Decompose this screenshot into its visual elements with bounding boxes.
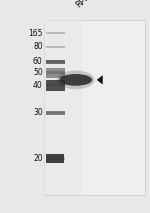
Bar	[46, 112, 65, 114]
Bar	[46, 84, 65, 86]
Bar	[46, 68, 65, 78]
Text: 40: 40	[33, 81, 43, 90]
Polygon shape	[97, 75, 103, 85]
Ellipse shape	[57, 71, 95, 89]
Bar	[46, 154, 64, 163]
Bar	[46, 46, 65, 48]
Bar	[46, 60, 65, 64]
Bar	[46, 71, 65, 74]
Text: 30: 30	[33, 108, 43, 117]
Text: 80: 80	[33, 42, 43, 51]
Bar	[46, 60, 65, 63]
Bar	[46, 157, 65, 160]
Ellipse shape	[59, 74, 92, 86]
Text: 50: 50	[33, 68, 43, 77]
Bar	[44, 20, 145, 195]
Text: 165: 165	[28, 29, 43, 37]
Text: RPMI8226: RPMI8226	[75, 0, 109, 10]
Text: 60: 60	[33, 57, 43, 66]
Bar	[46, 80, 65, 91]
Text: 20: 20	[33, 154, 43, 163]
Bar	[44, 20, 82, 195]
Bar	[46, 32, 65, 34]
Bar	[46, 111, 65, 115]
